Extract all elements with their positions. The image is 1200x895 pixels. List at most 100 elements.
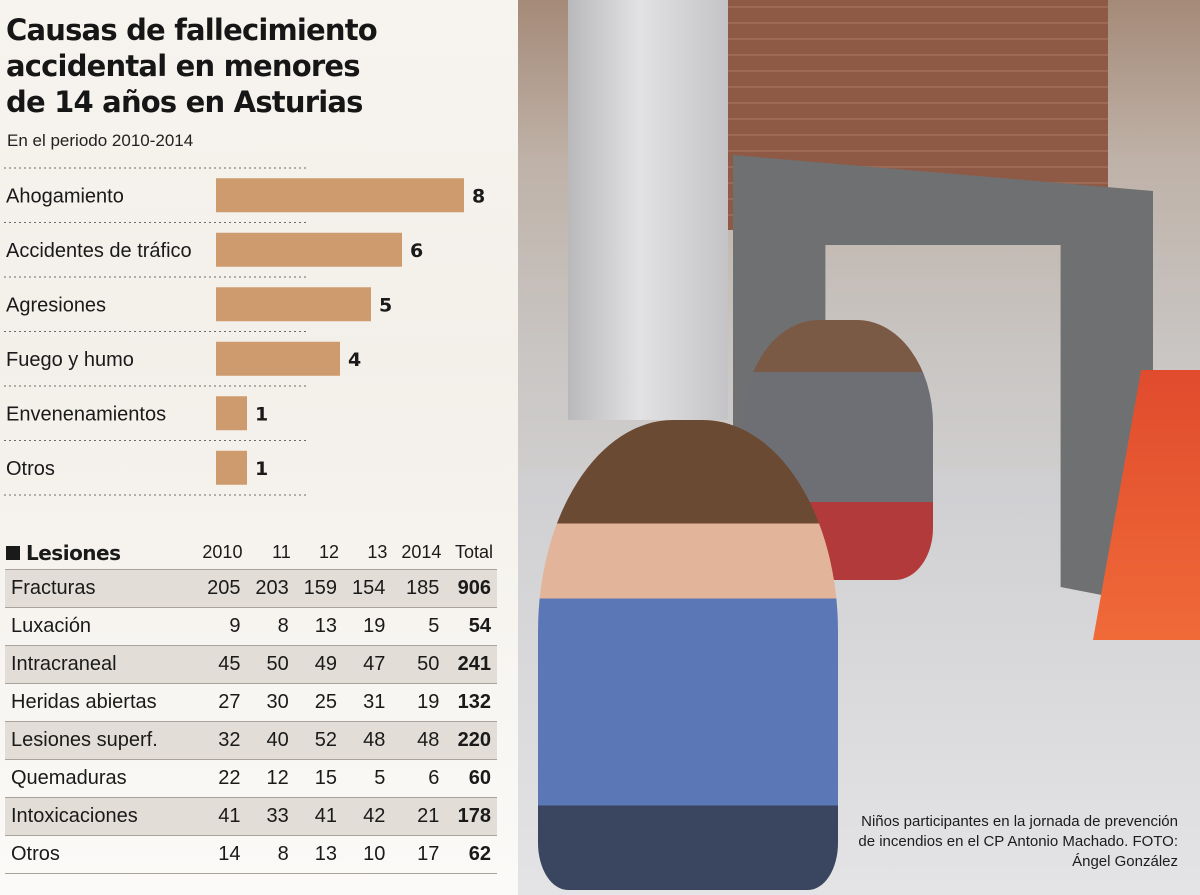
- table-cell: 48: [343, 720, 392, 759]
- category-label: Ahogamiento: [6, 185, 124, 207]
- row-label: Intoxicaciones: [5, 796, 193, 835]
- data-label: 1: [255, 403, 268, 425]
- table-cell: 8: [246, 606, 295, 645]
- table-cell: 40: [246, 720, 295, 759]
- table-cell: 9: [192, 606, 247, 645]
- data-label: 6: [410, 240, 423, 262]
- category-label: Fuego y humo: [6, 349, 134, 371]
- chart-title: Causas de fallecimiento accidental en me…: [6, 13, 378, 119]
- table-cell: 159: [294, 568, 344, 607]
- column-header: 12: [319, 542, 340, 563]
- table-cell: 13: [294, 606, 344, 645]
- bar: [216, 232, 402, 267]
- table-cell: 6: [391, 758, 446, 797]
- table-cell: 19: [343, 606, 392, 645]
- table-cell: 41: [294, 796, 344, 835]
- row-label: Quemaduras: [5, 758, 193, 797]
- injury-table: Lesiones 2010 11 12 13 2014 Total Fracturas 20…: [5, 537, 497, 874]
- table-cell: 27: [192, 682, 247, 721]
- table-cell: 50: [391, 644, 446, 683]
- total-cell: 178: [445, 796, 497, 835]
- table-cell: 33: [246, 796, 295, 835]
- photo-child-front: [538, 420, 838, 890]
- table-row: Fracturas 205 203 159 154 185 906: [5, 568, 497, 607]
- table-cell: 25: [294, 682, 344, 721]
- bar: [216, 287, 371, 322]
- table-row: Lesiones superf. 32 40 52 48 48 220: [5, 720, 497, 759]
- table-cell: 31: [343, 682, 392, 721]
- infographic-panel: Causas de fallecimiento accidental en me…: [0, 0, 518, 895]
- row-label: Fracturas: [5, 568, 193, 607]
- table-row: Intracraneal 45 50 49 47 50 241: [5, 644, 497, 683]
- table-row: Intoxicaciones 41 33 41 42 21 178: [5, 796, 497, 835]
- data-label: 1: [255, 458, 268, 480]
- bar-chart: Ahogamiento 8 Accidentes de tráfico 6 Agresi…: [4, 167, 485, 496]
- table-cell: 19: [391, 682, 446, 721]
- table-row: Otros 14 8 13 10 17 62: [5, 834, 497, 874]
- table-cell: 30: [246, 682, 295, 721]
- bar: [216, 341, 340, 376]
- table-cell: 13: [294, 834, 344, 874]
- table-cell: 10: [343, 834, 392, 874]
- column-header: Total: [454, 542, 493, 563]
- table-cell: 48: [391, 720, 446, 759]
- table-cell: 42: [343, 796, 392, 835]
- chart-subtitle: En el periodo 2010-2014: [7, 131, 194, 150]
- category-label: Otros: [6, 458, 55, 480]
- table-cell: 45: [192, 644, 247, 683]
- table-cell: 14: [192, 834, 247, 874]
- category-label: Accidentes de tráfico: [6, 240, 192, 262]
- total-cell: 132: [445, 682, 497, 721]
- table-cell: 185: [391, 568, 446, 607]
- table-row: Heridas abiertas 27 30 25 31 19 132: [5, 682, 497, 721]
- total-cell: 906: [445, 568, 497, 607]
- photo-pillar: [568, 0, 728, 420]
- bar: [216, 450, 247, 485]
- table-cell: 21: [391, 796, 446, 835]
- table-cell: 49: [294, 644, 344, 683]
- row-label: Lesiones superf.: [5, 720, 193, 759]
- table-cell: 8: [246, 834, 295, 874]
- column-header: 13: [367, 542, 388, 563]
- table-cell: 32: [192, 720, 247, 759]
- table-cell: 154: [343, 568, 392, 607]
- table-header-row: Lesiones 2010 11 12 13 2014 Total: [5, 537, 497, 569]
- total-cell: 54: [445, 606, 497, 645]
- total-cell: 60: [445, 758, 497, 797]
- table-cell: 22: [192, 758, 247, 797]
- table-cell: 41: [192, 796, 247, 835]
- total-cell: 220: [445, 720, 497, 759]
- category-label: Envenenamientos: [6, 403, 166, 425]
- table-cell: 47: [343, 644, 392, 683]
- category-label: Agresiones: [6, 294, 106, 316]
- column-header: 11: [272, 542, 291, 563]
- table-cell: 203: [246, 568, 295, 607]
- row-label: Otros: [5, 834, 193, 874]
- column-header: 2010: [202, 542, 243, 563]
- photo: Niños participantes en la jornada de pre…: [518, 0, 1200, 895]
- total-cell: 241: [445, 644, 497, 683]
- photo-caption: Niños participantes en la jornada de pre…: [858, 813, 1178, 870]
- column-header: 2014: [401, 542, 442, 563]
- data-label: 4: [348, 349, 361, 371]
- table-cell: 5: [391, 606, 446, 645]
- table-row: Quemaduras 22 12 15 5 6 60: [5, 758, 497, 797]
- row-label: Heridas abiertas: [5, 682, 193, 721]
- table-cell: 12: [246, 758, 295, 797]
- data-label: 5: [379, 294, 392, 316]
- data-label: 8: [472, 185, 485, 207]
- table-cell: 5: [343, 758, 392, 797]
- table-cell: 205: [192, 568, 247, 607]
- table-cell: 15: [294, 758, 344, 797]
- table-row: Luxación 9 8 13 19 5 54: [5, 606, 497, 645]
- table-cell: 52: [294, 720, 344, 759]
- square-bullet-icon: [6, 545, 20, 560]
- table-cell: 50: [246, 644, 295, 683]
- total-cell: 62: [445, 834, 497, 874]
- row-label: Intracraneal: [5, 644, 193, 683]
- bar: [216, 396, 247, 431]
- bar: [216, 178, 464, 213]
- table-cell: 17: [391, 834, 446, 874]
- row-label: Luxación: [5, 606, 193, 645]
- table-title: Lesiones: [26, 540, 121, 565]
